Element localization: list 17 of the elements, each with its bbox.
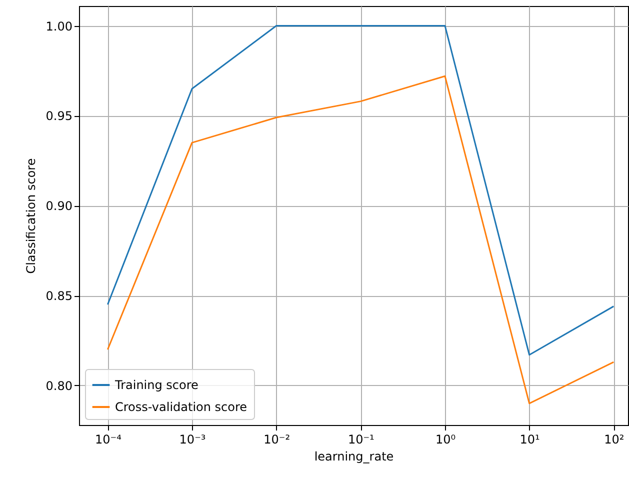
y-tick-label: 0.90 (46, 199, 72, 214)
y-tick-label: 1.00 (46, 19, 72, 34)
y-tick-label: 0.95 (46, 109, 72, 124)
x-tick-label: 10⁻³ (179, 432, 206, 446)
y-tick-label: 0.85 (46, 289, 72, 304)
x-tick-label: 10⁻⁴ (94, 432, 122, 446)
x-tick-label: 10² (604, 432, 624, 446)
x-tick-label: 10⁻¹ (348, 432, 375, 446)
line-series (106, 25, 614, 356)
x-tick-label: 10⁰ (435, 432, 456, 446)
legend-label: Training score (114, 378, 198, 392)
y-tick-label: 0.80 (46, 378, 72, 393)
legend-label: Cross-validation score (115, 400, 248, 414)
x-tick-label: 10¹ (520, 432, 540, 446)
y-axis-title: Classification score (24, 158, 38, 274)
x-tick-label: 10⁻² (264, 432, 290, 446)
x-axis-title: learning_rate (314, 450, 394, 464)
